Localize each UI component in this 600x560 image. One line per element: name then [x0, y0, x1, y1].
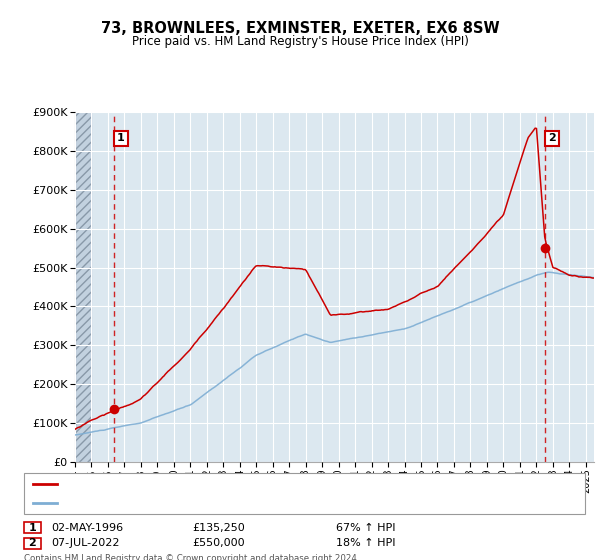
Text: HPI: Average price, detached house, Teignbridge: HPI: Average price, detached house, Teig… — [63, 498, 305, 508]
Text: Price paid vs. HM Land Registry's House Price Index (HPI): Price paid vs. HM Land Registry's House … — [131, 35, 469, 48]
Text: 07-JUL-2022: 07-JUL-2022 — [51, 538, 119, 548]
Bar — [75, 112, 91, 462]
Text: £550,000: £550,000 — [192, 538, 245, 548]
Text: Contains HM Land Registry data © Crown copyright and database right 2024.
This d: Contains HM Land Registry data © Crown c… — [24, 554, 359, 560]
Text: 67% ↑ HPI: 67% ↑ HPI — [336, 522, 395, 533]
Bar — [75, 112, 91, 462]
Text: 02-MAY-1996: 02-MAY-1996 — [51, 522, 123, 533]
Text: £135,250: £135,250 — [192, 522, 245, 533]
Text: 1: 1 — [117, 133, 125, 143]
Text: 18% ↑ HPI: 18% ↑ HPI — [336, 538, 395, 548]
Text: 73, BROWNLEES, EXMINSTER, EXETER, EX6 8SW: 73, BROWNLEES, EXMINSTER, EXETER, EX6 8S… — [101, 21, 499, 36]
Text: 73, BROWNLEES, EXMINSTER, EXETER, EX6 8SW (detached house): 73, BROWNLEES, EXMINSTER, EXETER, EX6 8S… — [63, 479, 396, 489]
Text: 2: 2 — [29, 538, 36, 548]
Text: 2: 2 — [548, 133, 556, 143]
Text: 1: 1 — [29, 522, 36, 533]
